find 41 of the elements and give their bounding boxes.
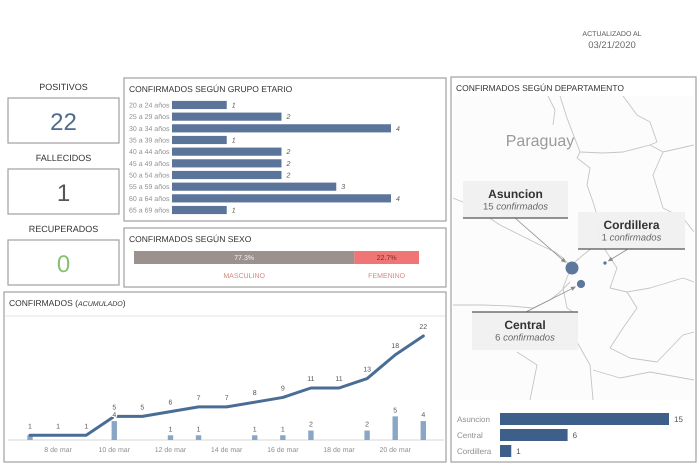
bar (172, 206, 227, 214)
data-label: 6 confirmados (495, 332, 556, 344)
data-label: 0 (56, 251, 70, 278)
data-label: 6 (572, 430, 578, 440)
bar (172, 148, 282, 156)
bar (308, 430, 314, 440)
bar (172, 182, 336, 191)
bar (172, 112, 282, 121)
data-label: 15 confirmados (483, 202, 548, 212)
category-label: RECUPERADOS (28, 224, 98, 234)
bar (172, 124, 391, 132)
category-label: Asuncion (488, 187, 543, 201)
text: CONFIRMADOS SEGÚN DEPARTAMENTO (456, 83, 624, 93)
category-label: Cordillera (603, 218, 660, 232)
data-label: 1 confirmados (602, 232, 662, 244)
y-tick-label: Asuncion (457, 414, 490, 424)
bar (172, 159, 282, 168)
bar (280, 435, 286, 440)
chart-title: CONFIRMADOS SEGÚN SEXO (129, 234, 252, 244)
bar (392, 416, 398, 440)
bar (172, 194, 391, 202)
data-label: 15 (674, 414, 684, 424)
bar (252, 435, 258, 440)
data-label: 1 (516, 446, 522, 456)
bar (112, 421, 117, 440)
category-label: Central (504, 318, 546, 332)
bar (420, 421, 426, 440)
text: 03/21/2020 (588, 40, 636, 51)
bar (364, 430, 370, 440)
data-label: 22 (50, 109, 77, 136)
bar (172, 170, 282, 180)
category-label: POSITIVOS (39, 82, 88, 92)
category-label: FALLECIDOS (36, 153, 92, 163)
bar (172, 100, 227, 110)
data-label: 1 (56, 180, 70, 207)
chart-title: CONFIRMADOS SEGÚN GRUPO ETARIO (129, 84, 293, 94)
bar (196, 435, 202, 440)
text: Paraguay (506, 133, 574, 150)
y-tick-label: Central (457, 430, 484, 440)
y-tick-label: Cordillera (457, 446, 492, 456)
bar (172, 136, 227, 144)
